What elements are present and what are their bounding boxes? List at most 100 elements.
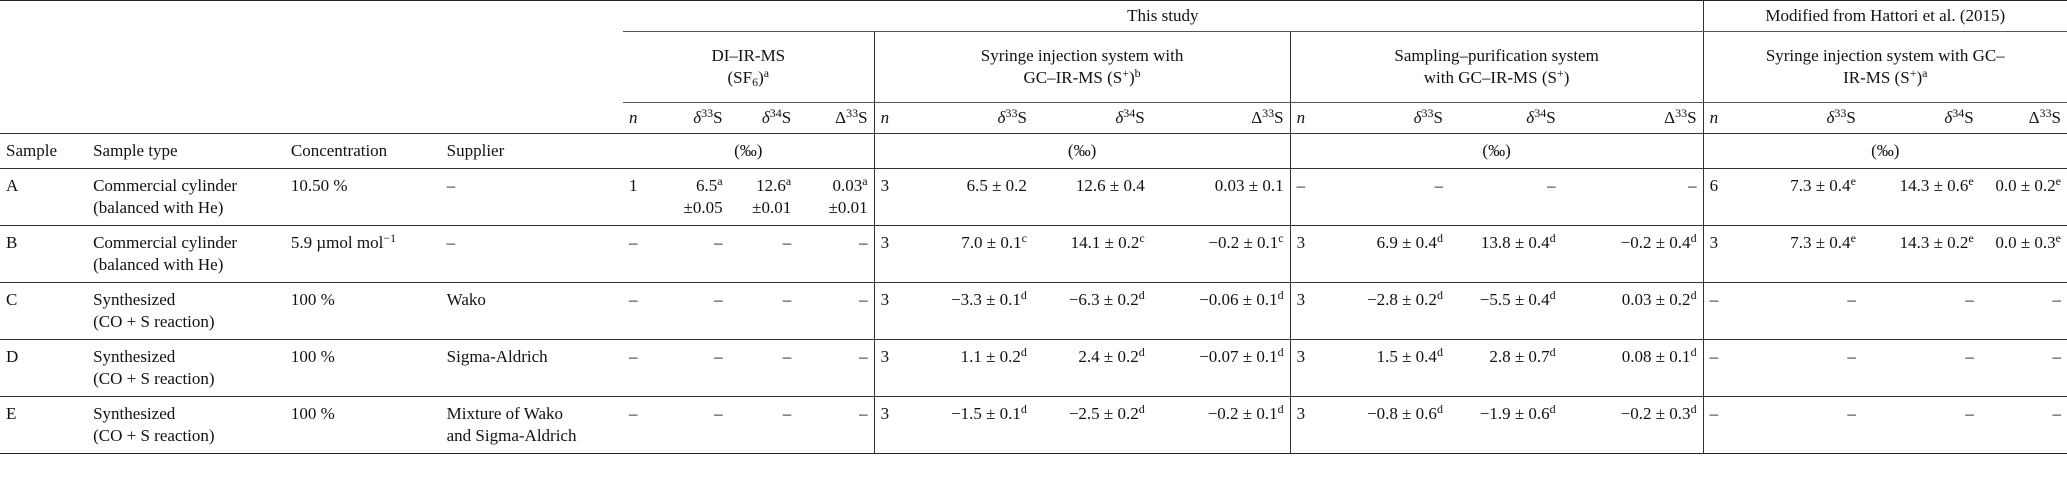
row-b-hat-n: 3 bbox=[1703, 225, 1739, 283]
row-c-samp-d34: −5.5 ± 0.4d bbox=[1448, 282, 1562, 340]
row-d-syr-n: 3 bbox=[874, 339, 910, 397]
row-d-type: Synthesized (CO + S reaction) bbox=[87, 339, 285, 397]
row-c-samp-d33: −2.8 ± 0.2d bbox=[1325, 282, 1449, 340]
row-b-supplier: – bbox=[440, 225, 624, 283]
col-d33-syr: δ33S bbox=[997, 106, 1027, 127]
row-d-samp-d34: 2.8 ± 0.7d bbox=[1448, 339, 1562, 397]
row-e-syr-D33: −0.2 ± 0.1d bbox=[1150, 396, 1291, 454]
row-a-concentration: 10.50 % bbox=[284, 168, 441, 226]
row-c-hat-n: – bbox=[1703, 282, 1739, 340]
row-e-sample: E bbox=[0, 396, 88, 454]
row-d-hat-D33: – bbox=[1979, 339, 2067, 397]
row-d-supplier: Sigma-Aldrich bbox=[440, 339, 624, 397]
unit-hat: (‰) bbox=[1703, 133, 2067, 169]
row-d-sample: D bbox=[0, 339, 88, 397]
header-this-study: This study bbox=[623, 0, 1704, 32]
row-c-hat-d33: – bbox=[1738, 282, 1862, 340]
row-d-samp-d33: 1.5 ± 0.4d bbox=[1325, 339, 1449, 397]
row-b-sample: B bbox=[0, 225, 88, 283]
row-e-hat-d33: – bbox=[1738, 396, 1862, 454]
row-c-samp-D33: 0.03 ± 0.2d bbox=[1561, 282, 1704, 340]
row-a-samp-d33: – bbox=[1325, 168, 1449, 226]
row-e-samp-n: 3 bbox=[1290, 396, 1326, 454]
row-c-di-d34: – bbox=[728, 282, 798, 340]
header-group-hattori: Syringe injection system with GC– IR-MS (… bbox=[1703, 31, 2067, 103]
row-a-hat-n: 6 bbox=[1703, 168, 1739, 226]
row-b-hat-d33: 7.3 ± 0.4e bbox=[1738, 225, 1862, 283]
row-b-di-n: – bbox=[623, 225, 659, 283]
col-n-samp: n bbox=[1296, 108, 1306, 127]
row-d-di-d33: – bbox=[658, 339, 729, 397]
col-d33-samp: δ33S bbox=[1413, 106, 1443, 127]
row-a-di-d34: 12.6a ±0.01 bbox=[728, 168, 798, 226]
row-c-syr-d34: −6.3 ± 0.2d bbox=[1032, 282, 1151, 340]
header-group-sampling: Sampling–purification system with GC–IR-M… bbox=[1290, 31, 1704, 103]
row-a-di-D33: 0.03a ±0.01 bbox=[797, 168, 875, 226]
row-b-concentration: 5.9 µmol mol−1 bbox=[284, 225, 441, 283]
row-d-concentration: 100 % bbox=[284, 339, 441, 397]
col-D33-hat: Δ33S bbox=[2028, 106, 2061, 127]
row-e-samp-d34: −1.9 ± 0.6d bbox=[1448, 396, 1562, 454]
unit-syr: (‰) bbox=[874, 133, 1291, 169]
row-a-di-d33: 6.5a ±0.05 bbox=[658, 168, 729, 226]
row-d-hat-d33: – bbox=[1738, 339, 1862, 397]
row-b-type: Commercial cylinder (balanced with He) bbox=[87, 225, 285, 283]
row-e-hat-n: – bbox=[1703, 396, 1739, 454]
row-c-syr-n: 3 bbox=[874, 282, 910, 340]
col-d34-di: δ34S bbox=[761, 106, 792, 127]
row-b-syr-d34: 14.1 ± 0.2c bbox=[1032, 225, 1151, 283]
col-sample-type: Sample type bbox=[87, 133, 285, 169]
row-e-syr-d34: −2.5 ± 0.2d bbox=[1032, 396, 1151, 454]
row-b-samp-d33: 6.9 ± 0.4d bbox=[1325, 225, 1449, 283]
row-b-di-D33: – bbox=[797, 225, 875, 283]
row-e-di-n: – bbox=[623, 396, 659, 454]
header-modified-from: Modified from Hattori et al. (2015) bbox=[1703, 0, 2067, 32]
row-a-syr-d33: 6.5 ± 0.2 bbox=[909, 168, 1033, 226]
col-n-di: n bbox=[629, 108, 638, 127]
row-e-samp-D33: −0.2 ± 0.3d bbox=[1561, 396, 1704, 454]
row-c-samp-n: 3 bbox=[1290, 282, 1326, 340]
row-e-hat-D33: – bbox=[1979, 396, 2067, 454]
col-D33-syr: Δ33S bbox=[1150, 102, 1291, 134]
row-e-di-d34: – bbox=[728, 396, 798, 454]
row-b-syr-D33: −0.2 ± 0.1c bbox=[1150, 225, 1291, 283]
row-c-di-d33: – bbox=[658, 282, 729, 340]
col-d33-hat: δ33S bbox=[1826, 106, 1856, 127]
row-d-di-D33: – bbox=[797, 339, 875, 397]
row-e-concentration: 100 % bbox=[284, 396, 441, 454]
row-d-di-n: – bbox=[623, 339, 659, 397]
col-sample: Sample bbox=[0, 133, 88, 169]
col-D33-samp: Δ33S bbox=[1561, 102, 1704, 134]
row-c-concentration: 100 % bbox=[284, 282, 441, 340]
row-e-type: Synthesized (CO + S reaction) bbox=[87, 396, 285, 454]
row-b-samp-D33: −0.2 ± 0.4d bbox=[1561, 225, 1704, 283]
row-a-type: Commercial cylinder (balanced with He) bbox=[87, 168, 285, 226]
row-a-syr-D33: 0.03 ± 0.1 bbox=[1150, 168, 1291, 226]
row-b-syr-d33: 7.0 ± 0.1c bbox=[909, 225, 1033, 283]
unit-samp: (‰) bbox=[1290, 133, 1704, 169]
row-d-samp-D33: 0.08 ± 0.1d bbox=[1561, 339, 1704, 397]
row-c-syr-d33: −3.3 ± 0.1d bbox=[909, 282, 1033, 340]
row-a-samp-n: – bbox=[1290, 168, 1326, 226]
row-a-syr-n: 3 bbox=[874, 168, 910, 226]
col-d34-syr: δ34S bbox=[1115, 106, 1145, 127]
row-b-di-d34: – bbox=[728, 225, 798, 283]
row-b-syr-n: 3 bbox=[874, 225, 910, 283]
row-a-sample: A bbox=[0, 168, 88, 226]
col-n-hat: n bbox=[1709, 108, 1719, 127]
row-c-di-D33: – bbox=[797, 282, 875, 340]
row-e-di-D33: – bbox=[797, 396, 875, 454]
row-a-di-n: 1 bbox=[623, 168, 659, 226]
row-a-supplier: – bbox=[440, 168, 624, 226]
row-e-supplier: Mixture of Wako and Sigma-Aldrich bbox=[440, 396, 624, 454]
header-group-syringe: Syringe injection system with GC–IR-MS (S… bbox=[874, 31, 1291, 103]
col-n-syr: n bbox=[880, 108, 890, 127]
col-d33-di: δ33S bbox=[693, 106, 723, 127]
row-d-samp-n: 3 bbox=[1290, 339, 1326, 397]
row-e-samp-d33: −0.8 ± 0.6d bbox=[1325, 396, 1449, 454]
row-a-samp-D33: – bbox=[1561, 168, 1704, 226]
row-e-hat-d34: – bbox=[1861, 396, 1980, 454]
row-a-hat-D33: 0.0 ± 0.2e bbox=[1979, 168, 2067, 226]
row-d-hat-d34: – bbox=[1861, 339, 1980, 397]
col-d34-hat: δ34S bbox=[1944, 106, 1974, 127]
